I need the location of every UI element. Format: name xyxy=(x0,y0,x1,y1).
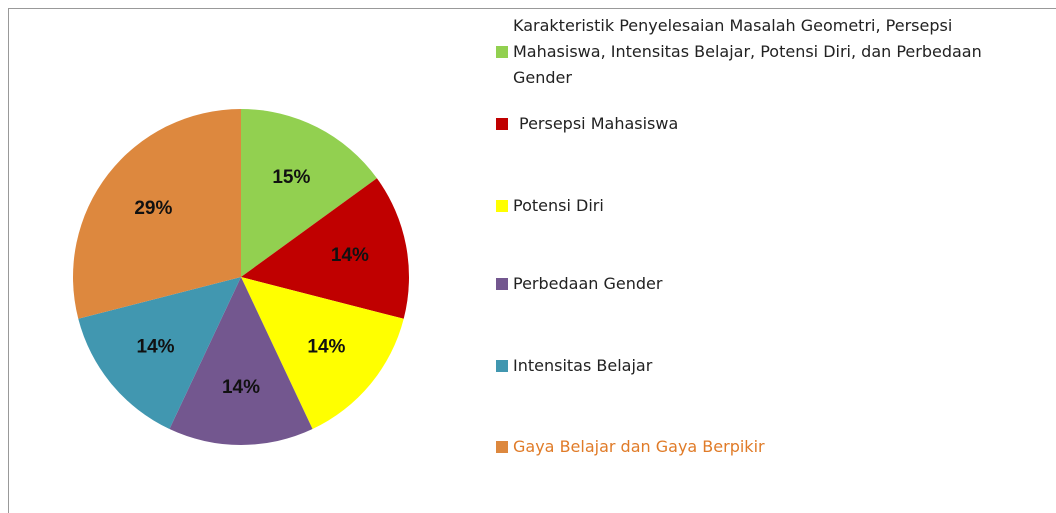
legend-label: Intensitas Belajar xyxy=(513,356,653,375)
legend-entry: Karakteristik Penyelesaian Masalah Geome… xyxy=(496,13,1036,91)
pie-slice xyxy=(72,109,241,319)
data-label: 15% xyxy=(272,167,310,188)
legend-entry: Perbedaan Gender xyxy=(496,271,1036,297)
legend-label: Perbedaan Gender xyxy=(513,274,663,293)
legend-entry: Gaya Belajar dan Gaya Berpikir xyxy=(496,434,1036,460)
pie-slice xyxy=(169,277,313,445)
data-label: 14% xyxy=(307,337,345,358)
legend-swatch xyxy=(496,441,508,453)
legend-label: Potensi Diri xyxy=(513,196,604,215)
legend-swatch xyxy=(496,278,508,290)
data-label: 14% xyxy=(222,377,260,398)
legend-swatch xyxy=(496,200,508,212)
legend-entry: Potensi Diri xyxy=(496,193,1036,219)
pie-slice xyxy=(241,277,404,430)
legend-swatch xyxy=(496,46,508,58)
legend-label: Karakteristik Penyelesaian Masalah Geome… xyxy=(513,16,982,87)
data-label: 14% xyxy=(137,337,175,358)
data-label: 14% xyxy=(331,245,369,266)
frame xyxy=(8,8,1056,513)
pie-slice xyxy=(241,109,377,277)
data-label: 29% xyxy=(134,198,172,219)
legend-label: Persepsi Mahasiswa xyxy=(519,114,679,133)
legend-entry: Intensitas Belajar xyxy=(496,353,1036,379)
legend-label: Gaya Belajar dan Gaya Berpikir xyxy=(513,437,765,456)
legend-swatch xyxy=(496,118,508,130)
legend-entry: Persepsi Mahasiswa xyxy=(496,111,1036,137)
legend-swatch xyxy=(496,360,508,372)
pie-slice xyxy=(78,277,241,430)
pie-slice xyxy=(241,178,409,319)
